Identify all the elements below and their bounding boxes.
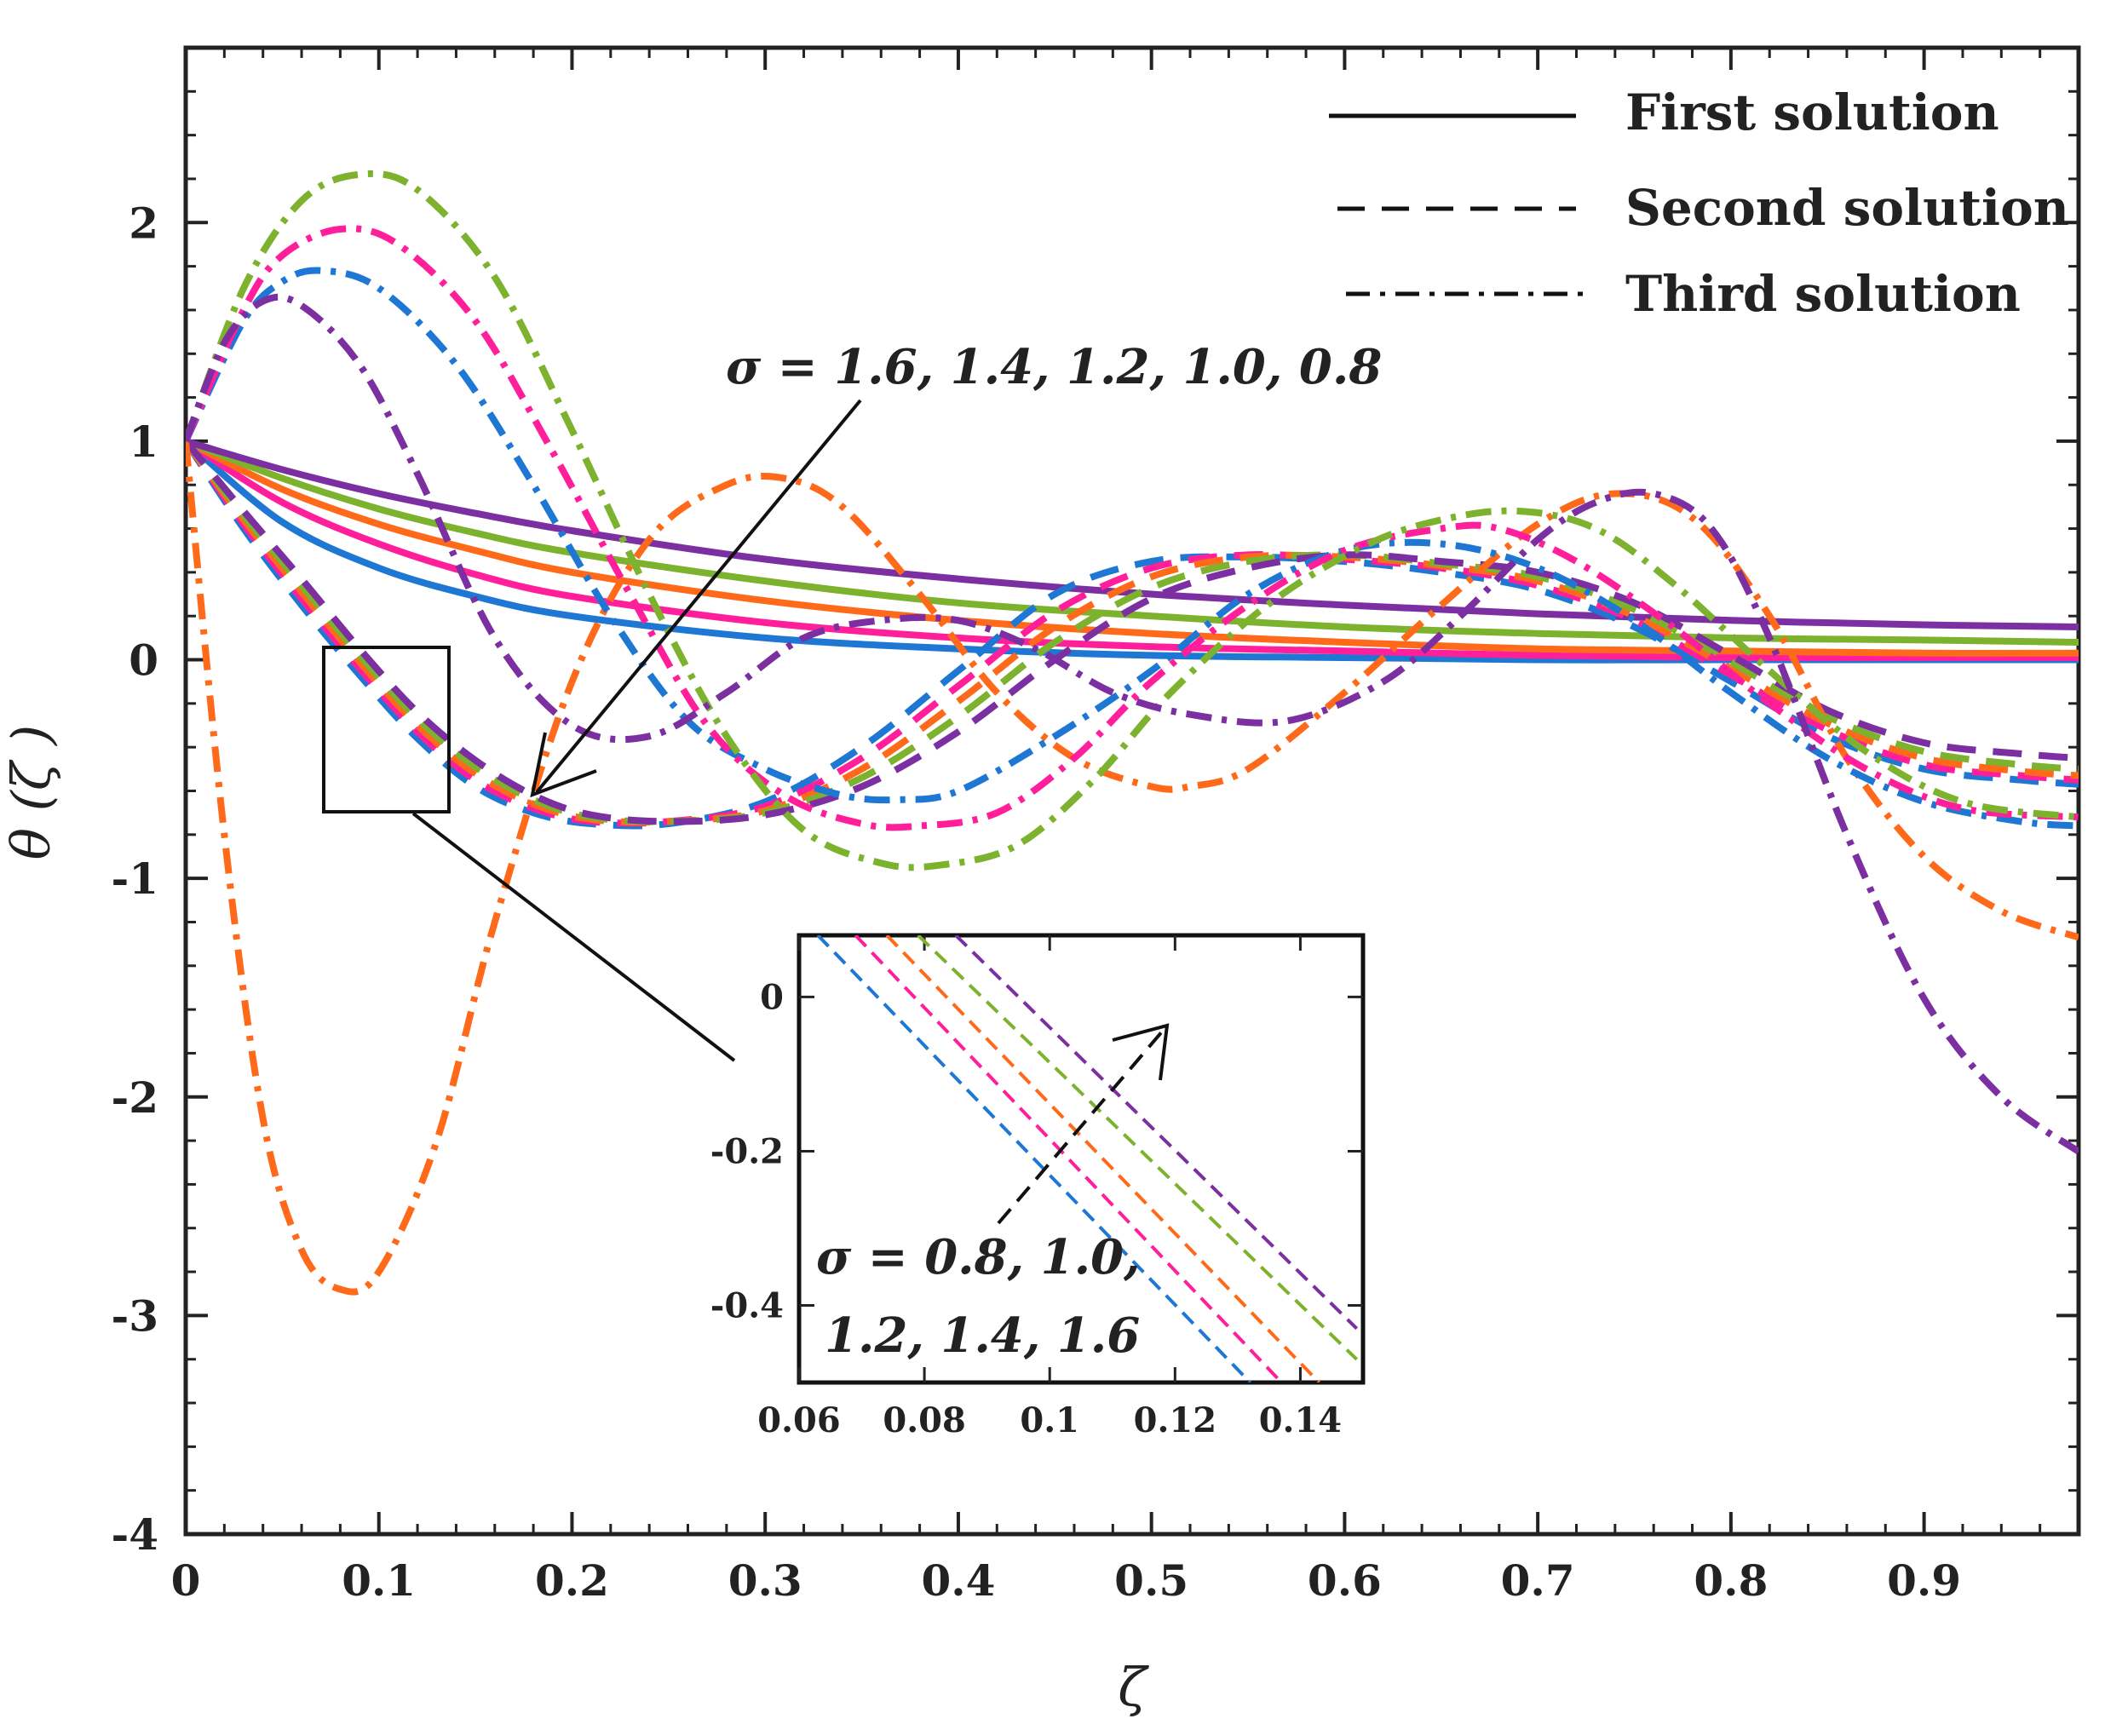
sigma-annotation-inset-line2: 1.2, 1.4, 1.6	[825, 1308, 1140, 1364]
legend-third-solution: Third solution	[1625, 265, 2021, 323]
x-axis-title: ζ	[1118, 1656, 1149, 1718]
series-line-12	[186, 225, 2079, 831]
y-tick-label: -3	[111, 1291, 158, 1341]
series-line-9	[186, 439, 2079, 825]
x-tick-label: 0.4	[921, 1555, 995, 1606]
series-line-4	[186, 438, 2079, 630]
y-tick-label: 1	[129, 417, 158, 467]
y-tick-label: -4	[111, 1509, 158, 1560]
inset-series	[816, 935, 1359, 1382]
x-tick-label: 0.9	[1887, 1555, 1961, 1606]
series-layer	[186, 170, 2079, 1296]
y-tick-label: -1	[111, 854, 158, 904]
inset-series-line-0	[816, 935, 1252, 1382]
y-tick-label: 2	[129, 198, 158, 248]
inset-x-tick-label: 0.06	[757, 1400, 840, 1440]
x-tick-label: 0.1	[342, 1555, 416, 1606]
inset-series-line-2	[885, 935, 1320, 1382]
sigma-annotation-inset-line1: σ = 0.8, 1.0,	[816, 1229, 1141, 1285]
annotation-arrow-head	[530, 732, 597, 798]
series-line-10	[186, 440, 2079, 1296]
inset-x-tick-label: 0.1	[1020, 1400, 1079, 1440]
series-line-8	[186, 439, 2079, 825]
series-line-6	[186, 439, 2079, 827]
inset-x-tick-label: 0.12	[1134, 1400, 1216, 1440]
x-tick-label: 0.5	[1114, 1555, 1188, 1606]
inset-background	[797, 933, 1366, 1385]
x-tick-label: 0.2	[535, 1555, 609, 1606]
inset-series-line-1	[854, 935, 1283, 1382]
inset-plot: 0.06 0.08 0.1 0.12 0.14 0 -0.2 -0.4 σ = 0.8, 1.…	[710, 933, 1366, 1440]
inset-x-tick-label: 0.08	[883, 1400, 965, 1440]
sigma-annotation-main: σ = 1.6, 1.4, 1.2, 1.0, 0.8	[726, 339, 1382, 395]
y-tick-label: -2	[111, 1072, 158, 1123]
inset-y-tick-label: -0.4	[710, 1285, 784, 1325]
zoom-connector	[411, 812, 736, 1062]
series-line-5	[186, 439, 2079, 830]
y-axis-title: θ (ζ )	[0, 725, 62, 860]
legend-second-solution: Second solution	[1625, 179, 2069, 237]
legend-first-solution: First solution	[1625, 83, 1999, 141]
x-tick-label: 0.3	[728, 1555, 802, 1606]
x-tick-label: 0	[171, 1555, 201, 1606]
inset-arrow-head	[1112, 1023, 1170, 1081]
series-line-13	[186, 170, 2079, 871]
inset-ticks: 0.06 0.08 0.1 0.12 0.14 0 -0.2 -0.4	[710, 935, 1363, 1440]
inset-arrow-line	[997, 1029, 1165, 1225]
inset-series-line-3	[917, 935, 1359, 1361]
ticks-layer: 0 0.1 0.2 0.3 0.4 0.5 0.6 0.7 0.8 0.9 2 1 0 -1 -2 -3 -4	[111, 48, 2079, 1606]
x-tick-label: 0.7	[1501, 1555, 1575, 1606]
annotation-arrow-line	[535, 399, 862, 794]
x-tick-label: 0.8	[1694, 1555, 1768, 1606]
inset-series-line-4	[954, 935, 1359, 1331]
x-tick-label: 0.6	[1308, 1555, 1382, 1606]
inset-y-tick-label: -0.2	[710, 1131, 784, 1171]
inset-x-tick-label: 0.14	[1259, 1400, 1342, 1440]
series-line-7	[186, 439, 2079, 826]
zoom-box	[322, 646, 451, 813]
inset-y-tick-label: 0	[760, 977, 784, 1017]
y-tick-label: 0	[129, 635, 158, 686]
legend: First solution Second solution Third sol…	[1329, 83, 2069, 323]
series-line-14	[186, 293, 2079, 1155]
series-line-11	[186, 267, 2079, 830]
series-line-1	[186, 438, 2079, 662]
